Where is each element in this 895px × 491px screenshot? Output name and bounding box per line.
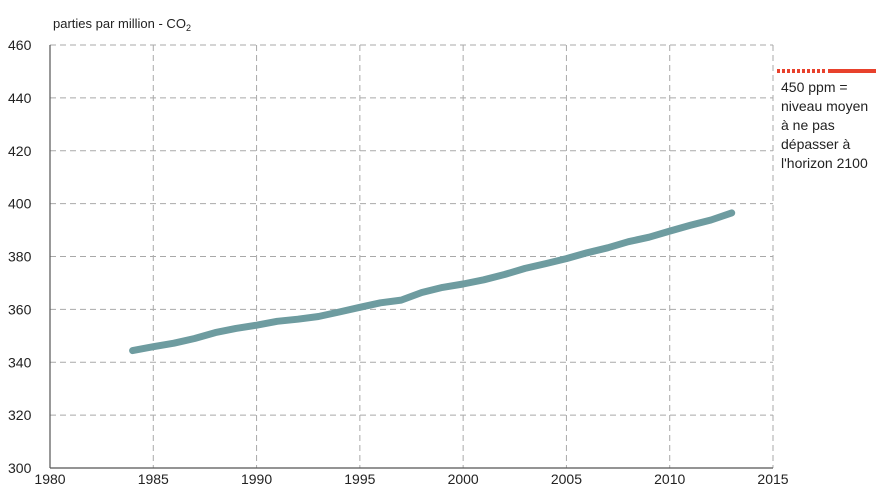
co2-data-point (235, 328, 236, 329)
x-tick-label: 1980 (34, 471, 65, 487)
x-tick-label: 2015 (757, 471, 788, 487)
co2-data-point (256, 325, 257, 326)
grid-layer (50, 44, 774, 468)
co2-data-point (359, 307, 360, 308)
co2-data-point (463, 284, 464, 285)
y-tick-label: 460 (8, 37, 32, 53)
co2-data-point (587, 252, 588, 253)
reference-label-line: 450 ppm = (781, 79, 848, 95)
y-tick-label: 320 (8, 407, 32, 423)
y-tick-label: 360 (8, 301, 32, 317)
x-tick-label: 2005 (551, 471, 582, 487)
reference-label-line: niveau moyen (781, 98, 868, 114)
y-axis-label: parties par million - CO2 (53, 16, 191, 33)
x-tick-label: 1995 (344, 471, 375, 487)
co2-data-point (380, 302, 381, 303)
label-layer: parties par million - CO2 (53, 16, 191, 33)
axis-layer: 300 320 340 360 380 400 420 440 460 1980 1985 1990 1… (8, 37, 789, 487)
co2-data-point (731, 212, 732, 213)
y-tick-label: 380 (8, 249, 32, 265)
co2-data-point (215, 332, 216, 333)
co2-data-point (504, 274, 505, 275)
y-axis-label-subscript: 2 (186, 23, 191, 33)
co2-data-point (132, 350, 133, 351)
reference-label-line: l'horizon 2100 (781, 155, 868, 171)
y-tick-label: 420 (8, 143, 32, 159)
reference-label-line: dépasser à (781, 136, 850, 152)
x-tick-label: 1990 (241, 471, 272, 487)
x-tick-label: 1985 (138, 471, 169, 487)
co2-data-point (669, 231, 670, 232)
reference-label-line: à ne pas (781, 117, 835, 133)
co2-data-point (153, 346, 154, 347)
y-tick-label: 340 (8, 354, 32, 370)
x-tick-label: 2010 (654, 471, 685, 487)
co2-series-line (129, 209, 736, 355)
co2-data-point (297, 319, 298, 320)
reference-annotation: 450 ppm = niveau moyen à ne pas dépasser à l… (777, 69, 876, 171)
co2-data-point (483, 279, 484, 280)
co2-data-point (194, 338, 195, 339)
co2-data-point (566, 258, 567, 259)
co2-data-point (318, 316, 319, 317)
y-tick-label: 300 (8, 460, 32, 476)
co2-data-point (607, 247, 608, 248)
co2-data-point (442, 287, 443, 288)
co2-data-point (277, 321, 278, 322)
co2-data-point (545, 263, 546, 264)
y-tick-label: 440 (8, 90, 32, 106)
y-tick-label: 400 (8, 196, 32, 212)
co2-data-point (711, 220, 712, 221)
co2-data-point (173, 343, 174, 344)
co2-data-point (690, 225, 691, 226)
co2-data-point (421, 292, 422, 293)
series-layer (129, 209, 736, 355)
co2-data-point (628, 241, 629, 242)
co2-data-point (401, 300, 402, 301)
x-tick-label: 2000 (448, 471, 479, 487)
co2-data-point (339, 312, 340, 313)
y-axis-label-main: parties par million - CO (53, 16, 186, 31)
co2-data-point (525, 268, 526, 269)
co2-data-point (649, 237, 650, 238)
